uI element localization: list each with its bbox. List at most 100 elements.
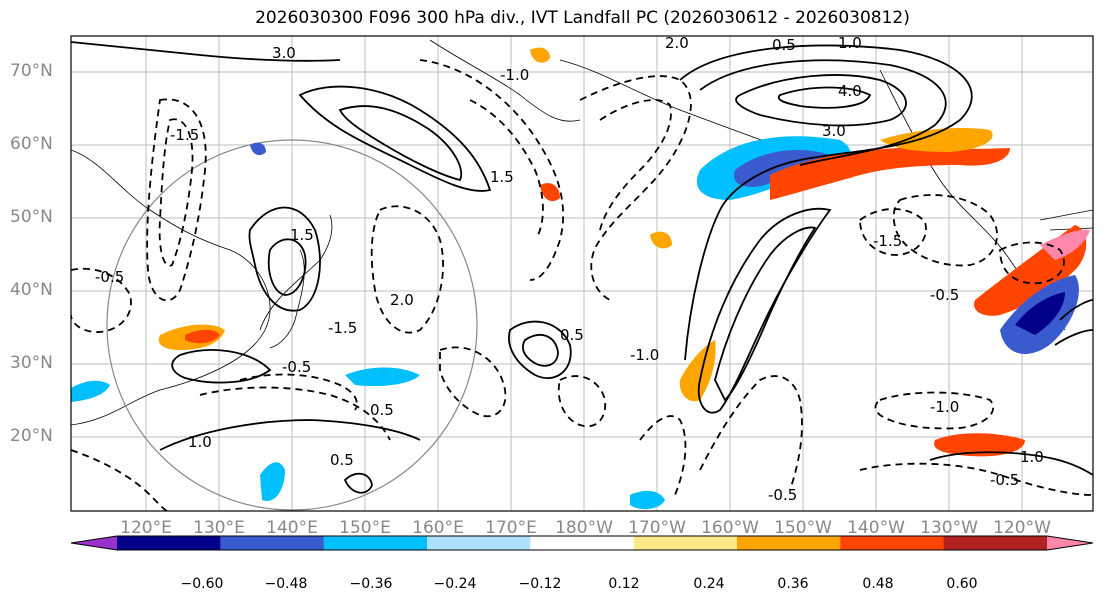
lat-label: 40°N — [10, 280, 53, 300]
colorbar-outline — [70, 535, 1094, 551]
contour-dashed — [71, 449, 169, 511]
lon-label: 160°E — [412, 518, 464, 538]
contour-solid — [343, 472, 373, 494]
orange-blob-north — [530, 47, 550, 63]
great-circle-outline — [106, 139, 478, 511]
colorbar-tick-label: 0.60 — [946, 576, 978, 592]
contour-label: -1.5 — [873, 232, 902, 250]
red-blob-mid — [540, 183, 560, 202]
colorbar-tick-label: 0.36 — [777, 576, 809, 592]
blue-blob-south2 — [630, 490, 665, 510]
contour-label: 0.5 — [772, 36, 796, 54]
contour-label: 3.0 — [272, 44, 296, 62]
contour-dashed — [239, 373, 358, 411]
map-title: 2026030300 F096 300 hPa div., IVT Landfa… — [255, 8, 910, 28]
contour-dashed — [999, 241, 1065, 285]
contour-solid — [929, 451, 1093, 476]
colorbar-segment — [633, 536, 738, 550]
contour-label: -0.5 — [990, 471, 1019, 489]
contour-label: -0.5 — [282, 358, 311, 376]
contour-solid — [159, 419, 421, 451]
map-panel: -0.5 -0.5 -1.5 -1.0 -1.5 -0.5 -1.5 -1.0 … — [70, 34, 1094, 512]
contour-label: 0.5 — [330, 451, 354, 469]
lon-label: 120°W — [993, 518, 1051, 538]
lon-label: 170°E — [485, 518, 537, 538]
orange-blob-mid — [679, 340, 716, 402]
blue-blob-south — [260, 462, 285, 501]
colorbar-segment — [840, 536, 945, 550]
contour-label: 0.5 — [560, 326, 584, 344]
contour-solid — [1054, 299, 1093, 346]
contour-solid — [699, 59, 947, 166]
solid-contours — [71, 41, 1093, 494]
contour-solid — [508, 320, 572, 380]
contour-label: 1.0 — [1020, 448, 1044, 466]
lon-label: 150°E — [339, 518, 391, 538]
contour-label: 1.5 — [490, 168, 514, 186]
contour-solid-ridge — [714, 226, 817, 402]
asia-coastline — [71, 149, 271, 426]
lon-label: 180°W — [555, 518, 613, 538]
contour-solid — [521, 334, 559, 367]
lon-label: 120°E — [120, 518, 172, 538]
contour-label: -0.5 — [930, 286, 959, 304]
contour-dashed — [557, 375, 607, 428]
colorbar-tick-label: 0.48 — [862, 576, 894, 592]
contour-dashed — [892, 194, 998, 267]
contour-dashed — [639, 415, 687, 496]
contour-dashed — [146, 98, 207, 302]
contour-label: 1.0 — [838, 34, 862, 52]
contour-labels: -0.5 -0.5 -1.5 -1.0 -1.5 -0.5 -1.5 -1.0 … — [95, 34, 1044, 504]
contour-label: -0.5 — [95, 268, 124, 286]
map-frame — [70, 35, 1094, 512]
dashed-contours — [71, 59, 1093, 511]
contour-dashed — [599, 99, 672, 231]
contour-solid — [777, 86, 872, 109]
colorbar-segments — [71, 536, 1093, 550]
kamchatka-coastline — [429, 39, 581, 122]
contour-label: -1.0 — [930, 398, 959, 416]
contour-dashed — [859, 208, 927, 256]
contour-solid-ridge — [697, 207, 832, 414]
lon-label: 140°W — [847, 518, 905, 538]
lon-label: 170°W — [628, 518, 686, 538]
contour-dashed — [419, 59, 564, 281]
contour-label: 2.0 — [665, 34, 689, 52]
contour-dashed — [199, 386, 391, 441]
contour-label: -0.5 — [768, 486, 797, 504]
colorbar — [70, 535, 1094, 551]
lat-label: 30°N — [10, 353, 53, 373]
colorbar-tick-label: 0.12 — [608, 576, 640, 592]
contour-solid — [338, 105, 463, 182]
colorbar-segment — [323, 536, 428, 550]
contour-label: -1.0 — [630, 346, 659, 364]
orange-blob — [880, 128, 993, 152]
alaska-coastline — [559, 59, 791, 151]
lon-label: 150°W — [774, 518, 832, 538]
contour-solid — [735, 74, 907, 127]
colorbar-segment — [117, 536, 221, 550]
colorbar-tick-label: −0.48 — [264, 576, 308, 592]
colorbar-tick-label: −0.12 — [518, 576, 562, 592]
pink-blob — [1040, 229, 1090, 260]
lon-label: 130°E — [193, 518, 245, 538]
contour-solid — [71, 41, 341, 62]
contour-solid — [298, 85, 492, 192]
contour-dashed — [579, 75, 692, 301]
colorbar-segment — [220, 536, 325, 550]
red-blob-west — [185, 329, 220, 344]
orange-blob-mid2 — [650, 231, 672, 249]
colorbar-tick-label: 0.24 — [693, 576, 725, 592]
contour-solid — [679, 44, 973, 361]
colorbar-segment — [530, 536, 635, 550]
lat-label: 50°N — [10, 207, 53, 227]
japan-coastline — [269, 249, 305, 349]
blue-blob-nw — [250, 142, 266, 156]
graticule — [71, 36, 1093, 511]
colorbar-extend-high — [1047, 536, 1093, 550]
contour-label: -1.5 — [170, 126, 199, 144]
contour-dashed — [874, 391, 994, 430]
red-band — [770, 148, 1010, 200]
blue-blob-mid — [345, 367, 420, 387]
